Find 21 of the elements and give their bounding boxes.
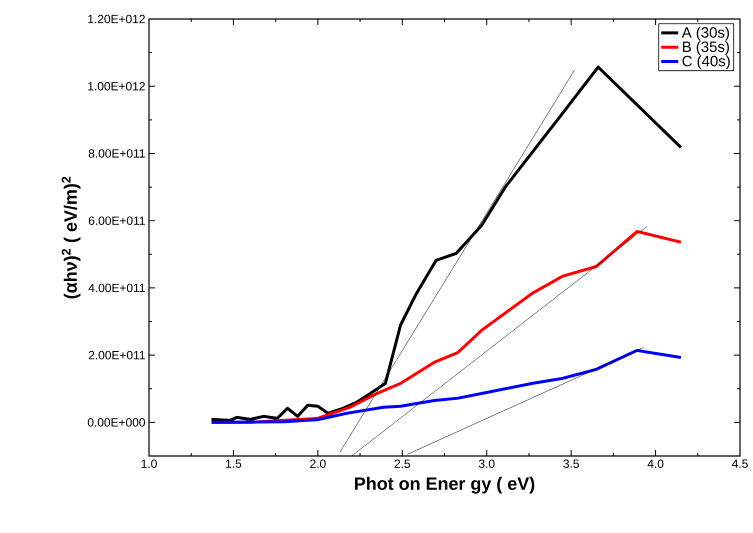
y-tick-label: 4.00E+011: [88, 284, 145, 292]
y-tick-label: 1.20E+012: [88, 14, 145, 24]
x-tick-label: 1.5: [226, 460, 242, 468]
y-tick-label: 6.00E+011: [88, 216, 145, 225]
legend-label: A (30s): [682, 26, 729, 41]
x-tick-label: 4.5: [732, 460, 748, 468]
y-tick-label: 2.00E+011: [88, 350, 145, 360]
legend-label: C (40s): [682, 55, 730, 70]
y-tick-label: 8.00E+011: [88, 149, 145, 158]
line-series: [210, 348, 682, 424]
x-tick-label: 2.0: [310, 460, 326, 468]
x-tick-label: 2.5: [394, 460, 410, 468]
x-tick-label: 3.5: [563, 460, 579, 468]
x-axis-title: Phot on Ener gy ( eV): [355, 476, 534, 494]
legend-label: B (35s): [682, 41, 729, 55]
x-tick-label: 3.0: [478, 460, 495, 468]
y-tick-label: 0.00E+000: [88, 418, 146, 427]
x-tick-label: 1.0: [142, 460, 157, 468]
y-tick-label: 1.00E+012: [88, 82, 145, 90]
x-tick-label: 4.0: [648, 460, 664, 468]
y-axis-title: (αhν)$^{2}$ ( eV/m)$^{2}$: [62, 176, 80, 298]
